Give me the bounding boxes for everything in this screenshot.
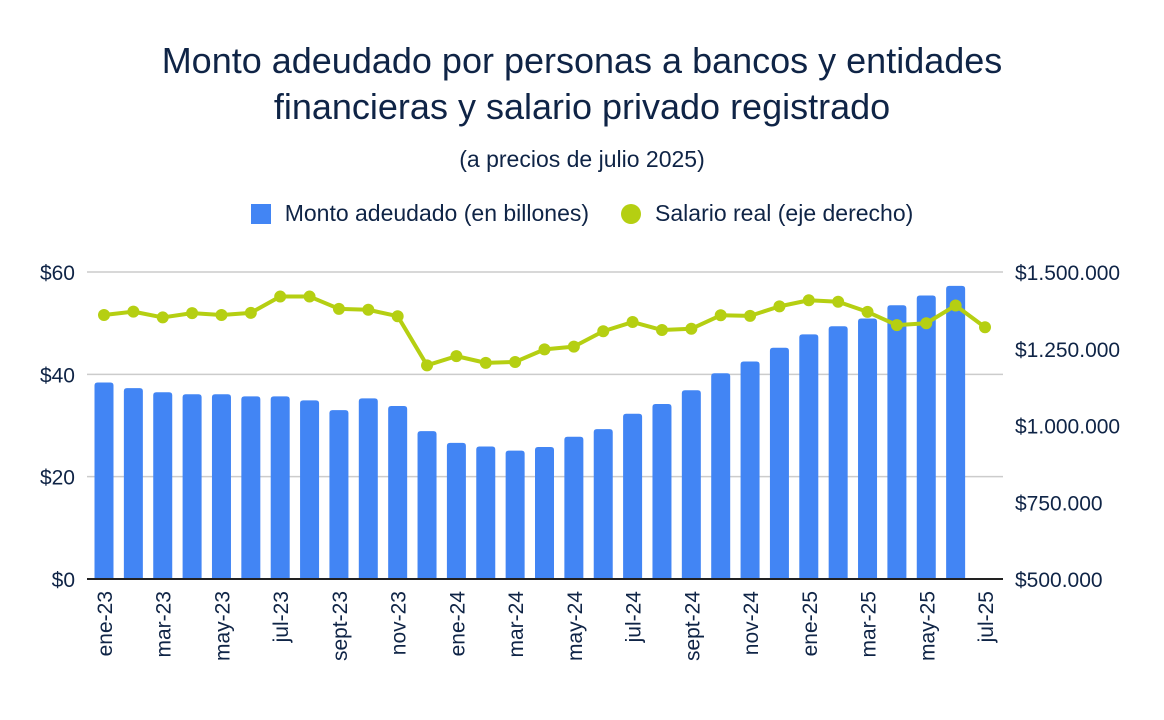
bar [358, 398, 378, 579]
salary-point [890, 319, 903, 332]
legend-item-debt: Monto adeudado (en billones) [250, 200, 590, 227]
legend-item-salary: Salario real (eje derecho) [621, 200, 913, 227]
salary-point [421, 359, 434, 372]
salary-point [127, 305, 140, 318]
bar [564, 436, 584, 579]
bar [799, 334, 819, 579]
salary-point [655, 324, 668, 337]
bar [476, 446, 496, 579]
bar [916, 295, 936, 579]
bar [123, 388, 143, 579]
legend: Monto adeudado (en billones) Salario rea… [0, 200, 1164, 227]
bar [505, 450, 525, 579]
right-tick-label: $750.000 [1015, 492, 1103, 515]
bar [946, 285, 966, 579]
left-tick-label: $40 [40, 364, 75, 387]
salary-point [244, 306, 257, 319]
salary-point [215, 308, 228, 321]
chart-title-line-2: financieras y salario privado registrado [273, 86, 891, 127]
salary-point [303, 290, 316, 303]
chart-title: Monto adeudado por personas a bancos y e… [0, 38, 1164, 130]
right-tick-label: $1.000.000 [1015, 416, 1120, 439]
bar [153, 392, 173, 579]
bar [828, 326, 848, 579]
salary-point [509, 355, 522, 368]
bar [270, 396, 290, 579]
bar [182, 394, 202, 579]
x-tick-label: jul-23 [270, 591, 293, 643]
x-tick-label: may-24 [564, 591, 587, 661]
bar [241, 396, 261, 579]
salary-point [332, 302, 345, 315]
salary-point [626, 316, 639, 329]
salary-point [861, 305, 874, 318]
salary-point [597, 325, 610, 338]
x-tick-label: sept-24 [681, 591, 704, 661]
bar [329, 410, 349, 579]
bar [623, 413, 643, 579]
salary-point [98, 308, 110, 321]
salary-point [979, 321, 991, 334]
salary-point [391, 310, 404, 323]
x-tick-label: may-25 [916, 591, 939, 661]
salary-point [567, 340, 580, 353]
legend-swatch-bar [250, 203, 271, 224]
bar [593, 429, 613, 579]
x-tick-label: jul-24 [623, 591, 646, 644]
salary-point [949, 299, 962, 312]
salary-point [479, 356, 492, 369]
x-tick-label: ene-23 [94, 591, 117, 656]
bar [94, 382, 114, 579]
salary-point [920, 317, 933, 330]
bar [446, 442, 466, 579]
salary-point [538, 343, 551, 356]
bar [300, 400, 320, 579]
x-tick-label: mar-24 [505, 591, 528, 658]
right-tick-label: $1.500.000 [1015, 262, 1120, 285]
bar [388, 406, 408, 579]
x-tick-label: jul-25 [975, 591, 998, 643]
bar [211, 394, 231, 579]
right-tick-label: $1.250.000 [1015, 339, 1120, 362]
bar [858, 318, 878, 579]
salary-point [685, 322, 698, 335]
salary-point [744, 309, 757, 322]
x-tick-label: mar-25 [858, 591, 881, 658]
legend-label-salary: Salario real (eje derecho) [655, 200, 914, 226]
x-tick-label: nov-23 [388, 591, 411, 655]
right-tick-label: $500.000 [1015, 569, 1103, 592]
bar [417, 431, 437, 579]
x-tick-label: ene-24 [446, 591, 469, 657]
salary-point [714, 309, 727, 322]
bar [740, 361, 760, 579]
x-tick-label: nov-24 [740, 591, 763, 656]
salary-point [450, 350, 463, 363]
bar [535, 446, 554, 579]
salary-point [802, 294, 815, 307]
left-tick-label: $20 [40, 467, 75, 490]
salary-point [832, 295, 845, 308]
chart-subtitle: (a precios de julio 2025) [459, 146, 705, 172]
salary-point [186, 307, 199, 320]
x-tick-label: ene-25 [799, 591, 822, 656]
x-tick-label: may-23 [211, 591, 234, 661]
salary-point [773, 300, 786, 313]
bar [711, 373, 731, 579]
left-tick-label: $0 [52, 569, 75, 592]
left-tick-label: $60 [40, 262, 75, 285]
salary-point [362, 303, 375, 316]
bar [652, 404, 672, 579]
x-tick-label: mar-23 [153, 591, 176, 658]
salary-point [156, 311, 169, 324]
legend-swatch-dot [621, 203, 642, 224]
bar [769, 347, 789, 579]
salary-point [274, 290, 287, 303]
chart-title-line-1: Monto adeudado por personas a bancos y e… [161, 40, 1003, 81]
bar [887, 305, 907, 579]
legend-label-debt: Monto adeudado (en billones) [284, 200, 590, 226]
x-tick-label: sept-23 [329, 591, 352, 661]
bar [681, 390, 701, 579]
